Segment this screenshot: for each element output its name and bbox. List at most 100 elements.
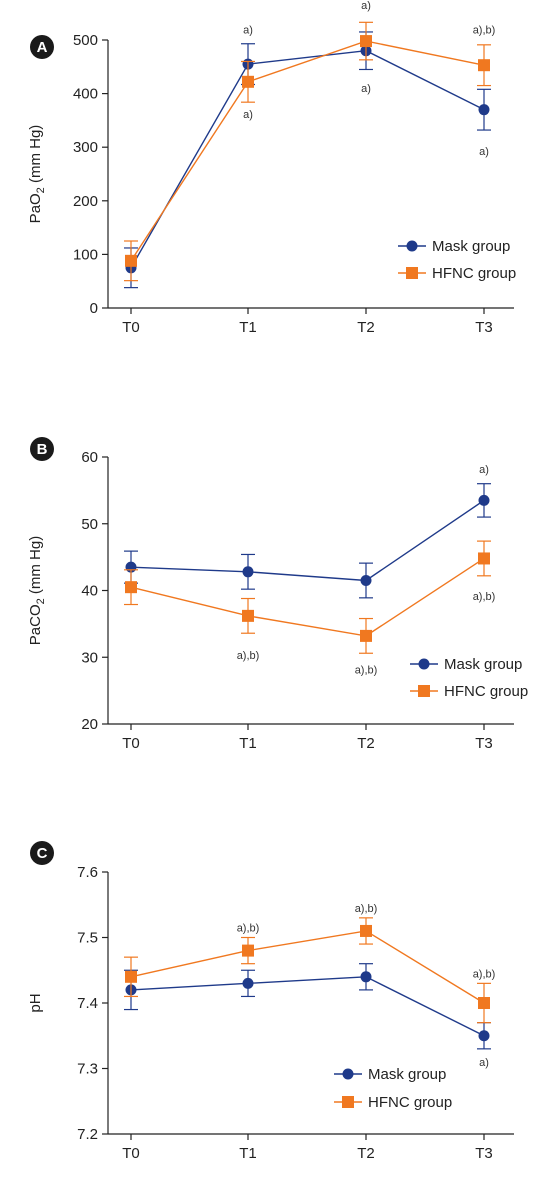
x-tick-label: T3 [475,735,493,752]
panel-badge [30,841,54,865]
data-point-circle [478,494,490,506]
data-point-square [360,35,372,48]
data-point-square [125,581,137,594]
significance-label: a) [243,109,253,121]
y-axis-title-main: PaCO [27,604,44,645]
panel-badge-label: A [37,39,48,56]
y-axis-title-subscript: 2 [35,598,47,604]
x-tick-label: T0 [122,1145,140,1162]
x-tick-label: T1 [239,735,257,752]
x-tick-label: T1 [239,1145,257,1162]
legend-label: Mask group [368,1066,446,1083]
panel-a: A 0 100 200 300 400 500 T0 T1 T2 T3 PaO2 (mm Hg) a) a… [27,0,516,336]
y-tick-label: 20 [81,716,98,733]
data-point-square [242,944,254,957]
data-point-square [478,997,490,1009]
x-tick-label: T2 [357,319,375,336]
data-point-circle [478,104,490,116]
legend-marker-square [342,1096,354,1108]
x-tick-label: T0 [122,319,140,336]
data-point-circle [242,566,254,578]
y-axis-title: pH [27,993,44,1012]
y-tick-label: 30 [81,649,98,666]
series-line [130,499,485,582]
series-line [130,40,485,262]
significance-label: a) [243,24,253,36]
panel-b: B 20 30 40 50 60 T0 T1 T2 T3 PaCO2 (mm Hg) a),b) a),… [27,437,528,752]
y-tick-label: 0 [90,300,98,317]
significance-label: a) [479,146,489,158]
x-tick-label: T2 [357,735,375,752]
significance-label: a) [361,83,371,95]
panel-badge [30,35,54,59]
series-hfnc [124,917,491,1024]
panel-badge-label: B [37,441,48,458]
panel-badge-label: C [37,845,48,862]
x-tick-label: T3 [475,319,493,336]
y-tick-label: 7.4 [77,995,98,1012]
legend: Mask group HFNC group [410,656,528,700]
panel-badge [30,437,54,461]
x-tick-label: T3 [475,1145,493,1162]
series-line [130,50,485,269]
y-axis-title-unit: (mm Hg) [27,536,44,599]
legend-label: HFNC group [444,683,528,700]
y-tick-label: 300 [73,139,98,156]
data-point-square [478,552,490,565]
data-point-circle [478,1030,490,1042]
y-axis-title-main: PaO [27,193,44,223]
legend-marker-circle [342,1068,354,1080]
y-axis-title-subscript: 2 [35,187,47,193]
legend-label: HFNC group [368,1094,452,1111]
legend-label: Mask group [432,238,510,255]
significance-label: a),b) [473,969,496,981]
y-tick-label: 200 [73,193,98,210]
series-hfnc [124,540,491,654]
y-tick-label: 7.3 [77,1061,98,1078]
y-tick-label: 7.6 [77,864,98,881]
series-hfnc [124,21,491,282]
legend-label: Mask group [444,656,522,673]
significance-label: a),b) [355,664,378,676]
data-point-circle [360,574,372,586]
series-mask [124,963,491,1050]
y-axis-title: PaCO2 (mm Hg) [27,536,47,645]
legend-marker-square [418,685,430,697]
y-tick-label: 400 [73,86,98,103]
significance-label: a),b) [473,591,496,603]
significance-label: a) [479,1057,489,1069]
legend-marker-square [406,267,418,279]
legend: Mask group HFNC group [334,1066,452,1111]
y-tick-label: 7.5 [77,930,98,947]
x-tick-label: T0 [122,735,140,752]
legend-label: HFNC group [432,265,516,282]
y-tick-label: 500 [73,32,98,49]
data-point-square [125,970,137,983]
data-point-square [360,629,372,642]
x-tick-label: T1 [239,319,257,336]
data-point-square [360,924,372,937]
y-tick-label: 7.2 [77,1126,98,1143]
significance-label: a),b) [237,650,260,662]
series-line [130,930,485,1004]
y-axis-title-unit: (mm Hg) [27,125,44,188]
legend: Mask group HFNC group [398,238,516,282]
y-tick-label: 50 [81,516,98,533]
y-tick-label: 40 [81,583,98,600]
data-point-square [478,59,490,72]
series-line [130,557,485,637]
panel-c: C 7.2 7.3 7.4 7.5 7.6 T0 T1 T2 T3 pH a),b) a),b) a),b… [27,841,514,1162]
data-point-square [242,609,254,622]
y-tick-label: 100 [73,246,98,263]
significance-label: a) [361,0,371,12]
y-axis-title-main: pH [27,993,44,1012]
data-point-circle [242,977,254,989]
y-axis-title: PaO2 (mm Hg) [27,125,47,224]
y-tick-label: 60 [81,449,98,466]
legend-marker-circle [406,240,418,252]
significance-label: a),b) [355,903,378,915]
legend-marker-circle [418,658,430,670]
series-line [130,976,485,1037]
data-point-square [125,254,137,267]
